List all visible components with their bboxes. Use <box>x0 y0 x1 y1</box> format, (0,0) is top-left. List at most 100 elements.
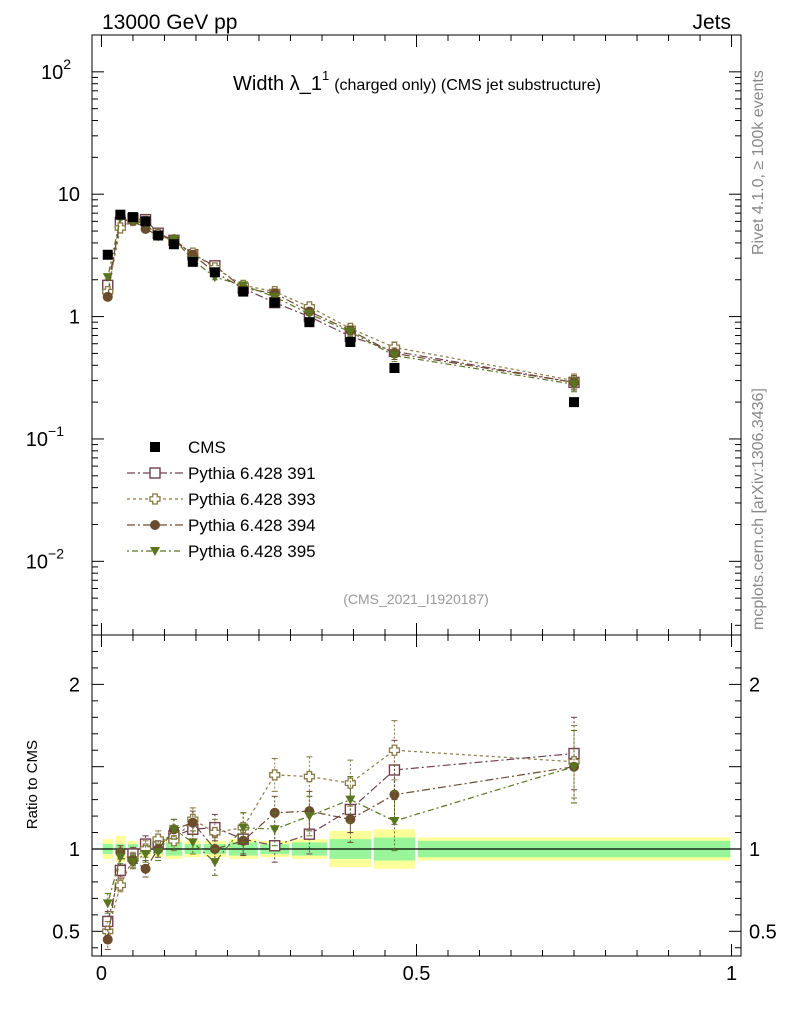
ratio-y-tick-label-left: 1 <box>69 839 80 861</box>
legend-label: Pythia 6.428 391 <box>188 464 316 483</box>
ratio-y-tick-label-right: 1 <box>749 839 760 861</box>
ratio-y-axis-label: Ratio to CMS <box>24 740 41 829</box>
plot-title-sup: 1 <box>322 68 329 83</box>
header-energy-label: 13000 GeV pp <box>102 11 237 34</box>
y-tick-label: 10 <box>58 184 80 206</box>
series-point <box>168 825 179 835</box>
y-tick-exponent: 2 <box>63 56 71 72</box>
series-point <box>102 291 113 302</box>
series-point <box>303 770 316 783</box>
ratio-y-tick-label-left: 0.5 <box>52 921 80 943</box>
series-point <box>345 814 356 825</box>
series-point <box>150 520 160 530</box>
y-tick-label: 10−1 <box>26 423 64 451</box>
data-point <box>168 239 179 250</box>
plot-title-main: Width λ_1 <box>233 73 322 95</box>
series-point <box>345 795 356 805</box>
plot-title: Width λ_11 (charged only) (CMS jet substr… <box>233 68 601 95</box>
main-series-layer <box>102 209 580 408</box>
data-point <box>187 256 198 267</box>
series-point <box>345 327 356 337</box>
data-point <box>304 317 315 328</box>
ratio-y-tick-label-left: 2 <box>69 674 80 696</box>
series-point <box>150 547 160 556</box>
series-point <box>114 879 127 891</box>
analysis-id-label: (CMS_2021_I1920187) <box>343 591 489 607</box>
ratio-frame <box>91 634 742 957</box>
legend-label: Pythia 6.428 393 <box>188 490 316 509</box>
series-point <box>102 899 113 909</box>
data-point <box>102 249 113 260</box>
series-point <box>389 351 400 361</box>
series-point <box>102 273 113 283</box>
y-tick-label: 102 <box>41 56 71 84</box>
series-point <box>209 826 221 839</box>
ratio-panel: 0.5 0.5 1 1 2 2 0 0.5 1 Ratio to CMS <box>24 634 777 985</box>
series-point <box>153 848 164 858</box>
series-point <box>114 222 127 234</box>
data-point <box>209 267 220 278</box>
data-point <box>150 442 160 452</box>
series-line <box>107 219 575 382</box>
series-point <box>140 849 151 859</box>
series-point <box>149 467 161 479</box>
series-point <box>388 744 401 756</box>
rivet-version-label: Rivet 4.1.0, ≥ 100k events <box>750 70 767 255</box>
series-point <box>269 769 281 781</box>
series-point <box>127 858 138 868</box>
series-point <box>304 309 315 319</box>
series-point <box>238 281 249 291</box>
series-point <box>114 864 127 877</box>
series-point <box>569 380 580 390</box>
x-tick-label: 1 <box>726 963 737 985</box>
y-tick-base: 10 <box>26 429 48 451</box>
series-point <box>102 934 113 945</box>
y-tick-base: 10 <box>26 551 48 573</box>
series-point <box>115 853 126 863</box>
ratio-y-ticks: 0.5 0.5 1 1 2 2 <box>52 650 777 949</box>
y-tick-label: 10−2 <box>26 545 64 573</box>
series-point <box>389 789 400 800</box>
series-point <box>149 493 161 505</box>
series-point <box>569 762 580 772</box>
series-point <box>238 835 249 846</box>
mcplots-source-label: mcplots.cern.ch [arXiv:1306.3436] <box>750 388 767 630</box>
series-point <box>238 823 249 833</box>
data-point <box>269 297 280 308</box>
header-process-label: Jets <box>692 11 731 34</box>
series-point <box>344 777 356 789</box>
series-point <box>269 292 280 302</box>
y-tick-label: 1 <box>69 307 80 329</box>
data-point <box>389 363 400 374</box>
legend-label: Pythia 6.428 394 <box>188 516 316 535</box>
data-point <box>140 216 151 227</box>
ratio-bands <box>92 829 741 869</box>
y-tick-exponent: −1 <box>48 423 64 439</box>
ratio-y-tick-label-right: 0.5 <box>749 921 777 943</box>
y-tick-exponent: −2 <box>48 545 64 561</box>
y-tick-base: 10 <box>41 62 63 84</box>
ratio-series-layer <box>102 716 580 950</box>
data-point <box>238 286 249 297</box>
series-point <box>209 858 220 868</box>
series-point <box>269 825 280 835</box>
data-point <box>127 212 138 223</box>
main-x-ticks <box>100 35 733 635</box>
y-tick-base: 10 <box>58 184 80 206</box>
ratio-y-tick-label-right: 2 <box>749 674 760 696</box>
series-point <box>304 812 315 822</box>
x-tick-label: 0 <box>96 963 107 985</box>
plot-title-sub: (charged only) (CMS jet substructure) <box>334 77 601 94</box>
x-tick-label: 0.5 <box>403 963 431 985</box>
legend-label: Pythia 6.428 395 <box>188 542 316 561</box>
data-point <box>115 209 126 220</box>
data-point <box>345 336 356 347</box>
y-tick-base: 1 <box>69 307 80 329</box>
series-point <box>187 838 198 848</box>
series-point <box>140 863 151 874</box>
data-point <box>153 230 164 241</box>
series-point <box>187 817 198 828</box>
